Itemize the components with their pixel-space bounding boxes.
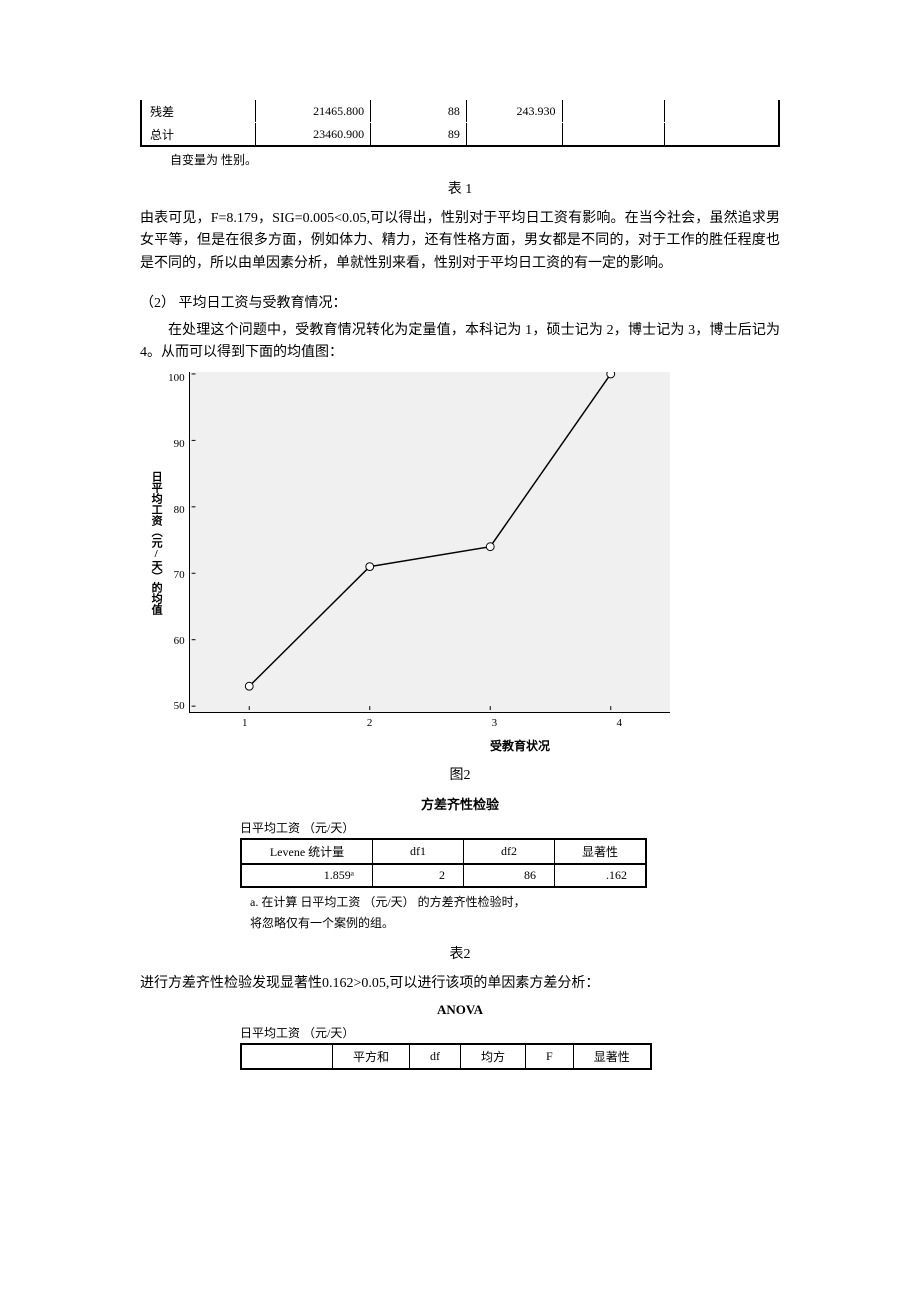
anova3-label: 日平均工资 （元/天） — [240, 1024, 780, 1041]
anova3-h3: 均方 — [461, 1044, 526, 1069]
paragraph-3: 进行方差齐性检验发现显著性0.162>0.05,可以进行该项的单因素方差分析： — [140, 973, 780, 995]
levene-note-line2: 将忽略仅有一个案例的组。 — [250, 916, 394, 930]
cell-ms: 243.930 — [466, 100, 562, 123]
levene-table: Levene 统计量 df1 df2 显著性 1.859ᵃ 2 86 .162 — [240, 838, 647, 888]
levene-note-line1: a. 在计算 日平均工资 （元/天） 的方差齐性检验时， — [250, 895, 526, 909]
ytick: 90 — [168, 438, 185, 450]
cell-sig — [664, 100, 779, 123]
cell-f — [562, 123, 664, 147]
levene-v0: 1.859ᵃ — [241, 864, 373, 887]
table-header-row: 平方和 df 均方 F 显著性 — [241, 1044, 651, 1069]
levene-v2: 86 — [464, 864, 555, 887]
anova3-h1: 平方和 — [333, 1044, 410, 1069]
chart-svg — [190, 372, 670, 712]
table-row: 残差 21465.800 88 243.930 — [141, 100, 779, 123]
table-caption: 表 1 — [140, 178, 780, 198]
levene-note: a. 在计算 日平均工资 （元/天） 的方差齐性检验时， 将忽略仅有一个案例的组… — [250, 892, 780, 933]
ytick: 70 — [168, 569, 185, 581]
chart-ylabel: 日平均工资（元/天）的均值 — [150, 471, 168, 615]
xtick: 2 — [367, 717, 373, 729]
xtick: 1 — [242, 717, 248, 729]
cell-f — [562, 100, 664, 123]
paragraph-2: 在处理这个问题中，受教育情况转化为定量值，本科记为 1，硕士记为 2，博士记为 … — [140, 320, 780, 365]
levene-label: 日平均工资 （元/天） — [240, 819, 780, 836]
xtick: 4 — [616, 717, 622, 729]
chart-xlabel: 受教育状况 — [260, 737, 780, 754]
chart-plot-area — [189, 372, 670, 713]
cell-df: 88 — [371, 100, 467, 123]
chart-caption: 图2 — [140, 764, 780, 784]
means-chart: 日平均工资（元/天）的均值 100 90 80 70 60 50 — [150, 372, 780, 713]
ytick: 60 — [168, 635, 185, 647]
levene-h3: 显著性 — [555, 839, 647, 864]
ytick: 80 — [168, 504, 185, 516]
anova3-h2: df — [410, 1044, 461, 1069]
levene-title: 方差齐性检验 — [140, 794, 780, 813]
cell-df: 89 — [371, 123, 467, 147]
levene-v1: 2 — [373, 864, 464, 887]
section-2-heading: （2） 平均日工资与受教育情况： — [140, 293, 780, 315]
cell-sig — [664, 123, 779, 147]
anova3-h5: 显著性 — [573, 1044, 651, 1069]
xtick: 3 — [492, 717, 498, 729]
levene-h2: df2 — [464, 839, 555, 864]
table-note: 自变量为 性别。 — [170, 151, 780, 168]
chart-yaxis: 100 90 80 70 60 50 — [168, 372, 189, 712]
anova3-table: 平方和 df 均方 F 显著性 — [240, 1043, 652, 1070]
paragraph-1: 由表可见，F=8.179，SIG=0.005<0.05,可以得出，性别对于平均日… — [140, 208, 780, 275]
table-row: 1.859ᵃ 2 86 .162 — [241, 864, 646, 887]
levene-v3: .162 — [555, 864, 647, 887]
cell-ms — [466, 123, 562, 147]
levene-h0: Levene 统计量 — [241, 839, 373, 864]
table-row: 总计 23460.900 89 — [141, 123, 779, 147]
ytick: 100 — [168, 372, 185, 384]
ytick: 50 — [168, 700, 185, 712]
cell-ss: 23460.900 — [256, 123, 371, 147]
cell-ss: 21465.800 — [256, 100, 371, 123]
anova3-title: ANOVA — [140, 1002, 780, 1018]
levene-h1: df1 — [373, 839, 464, 864]
anova3-h4: F — [526, 1044, 574, 1069]
levene-caption: 表2 — [140, 943, 780, 963]
cell-label: 总计 — [141, 123, 256, 147]
anova3-h0 — [241, 1044, 333, 1069]
chart-xaxis: 1 2 3 4 — [192, 713, 672, 729]
anova-table-top: 残差 21465.800 88 243.930 总计 23460.900 89 — [140, 100, 780, 147]
cell-label: 残差 — [141, 100, 256, 123]
table-header-row: Levene 统计量 df1 df2 显著性 — [241, 839, 646, 864]
